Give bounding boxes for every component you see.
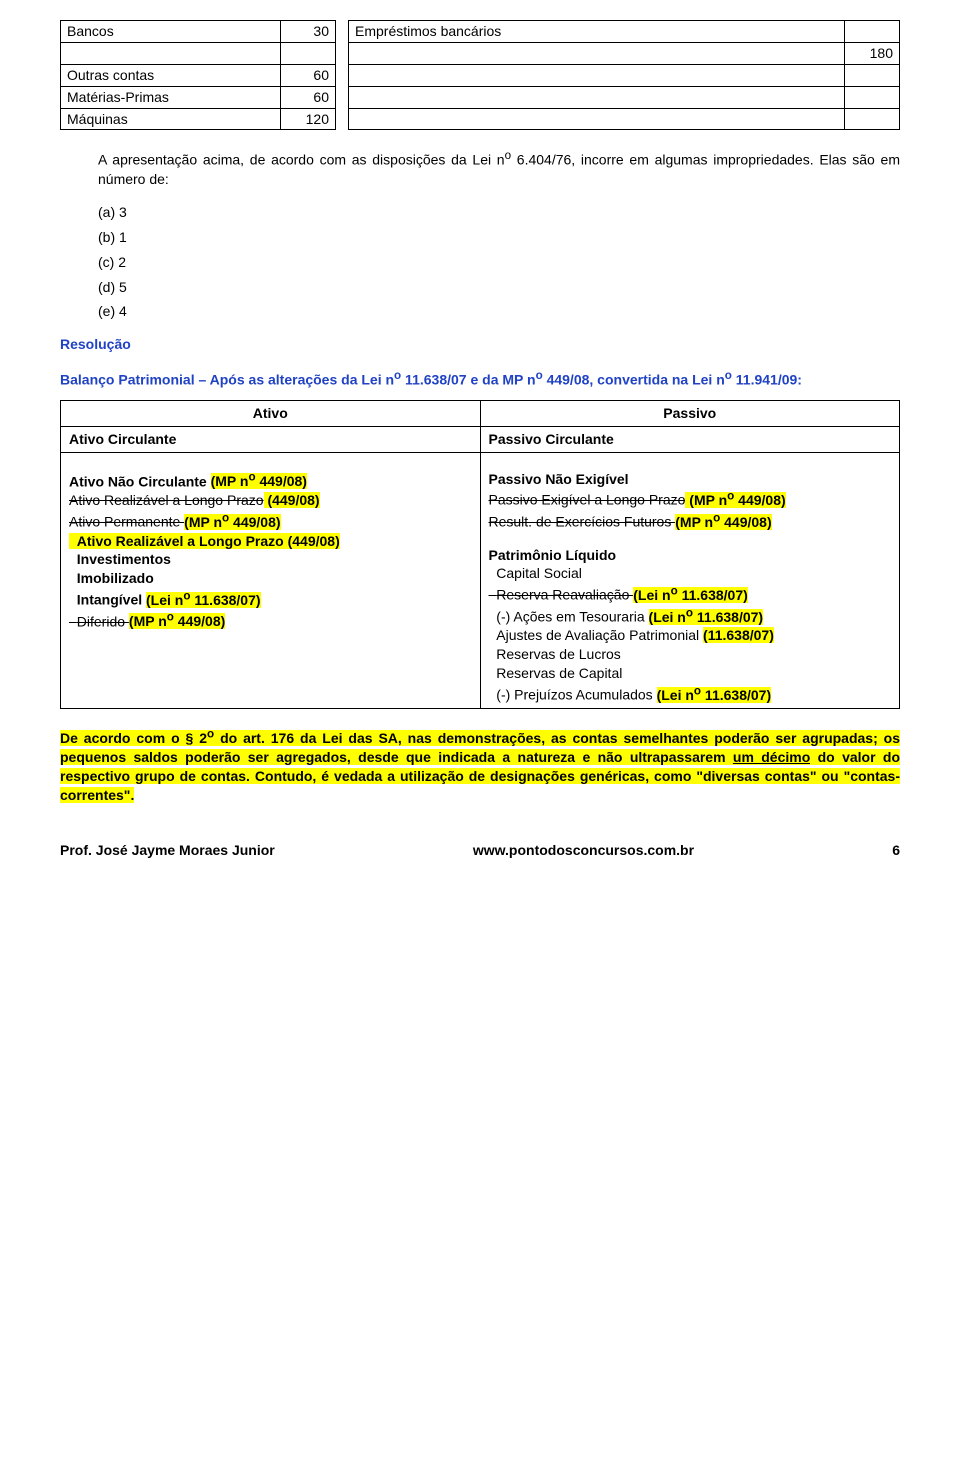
footer-author: Prof. José Jayme Moraes Junior bbox=[60, 841, 275, 860]
cell: Empréstimos bancários bbox=[349, 21, 845, 43]
sep bbox=[336, 86, 349, 108]
cell bbox=[349, 86, 845, 108]
sup: o bbox=[725, 369, 732, 382]
cell bbox=[845, 21, 900, 43]
text: (-) Prejuízos Acumulados bbox=[489, 687, 657, 703]
text: (-) Ações em Tesouraria bbox=[489, 609, 649, 625]
passivo-circ: Passivo Circulante bbox=[480, 426, 900, 452]
hl: (MP no 449/08) bbox=[129, 613, 225, 629]
strike: Ativo Permanente bbox=[69, 514, 184, 530]
cell: Bancos bbox=[61, 21, 281, 43]
hl: (11.638/07) bbox=[703, 627, 774, 643]
text: Ativo Circulante bbox=[69, 431, 176, 447]
strike: Passivo Exigível a Longo Prazo bbox=[489, 492, 686, 508]
cell bbox=[349, 64, 845, 86]
text: Reservas de Lucros bbox=[489, 646, 621, 662]
strike: Diferido bbox=[69, 613, 129, 629]
option-c: (c) 2 bbox=[98, 253, 900, 272]
strike: Reserva Reavaliação bbox=[489, 587, 634, 603]
sup: o bbox=[536, 369, 543, 382]
cell bbox=[349, 108, 845, 130]
footer-url: www.pontodosconcursos.com.br bbox=[473, 841, 694, 860]
hl: Ativo Realizável a Longo Prazo (449/08) bbox=[69, 533, 340, 549]
text: 449/08, convertida na Lei n bbox=[543, 372, 725, 388]
sep bbox=[336, 21, 349, 43]
cell: 120 bbox=[281, 108, 336, 130]
passivo-col: Passivo Não Exigível Passivo Exigível a … bbox=[480, 452, 900, 708]
balanco-line: Balanço Patrimonial – Após as alterações… bbox=[60, 368, 900, 390]
cell: Matérias-Primas bbox=[61, 86, 281, 108]
text: Capital Social bbox=[489, 565, 582, 581]
option-d: (d) 5 bbox=[98, 278, 900, 297]
strike: Result. de Exercícios Futuros bbox=[489, 514, 676, 530]
cell bbox=[349, 42, 845, 64]
cell bbox=[61, 42, 281, 64]
ativo-col: Ativo Não Circulante (MP no 449/08) Ativ… bbox=[61, 452, 481, 708]
text: Imobilizado bbox=[69, 570, 154, 586]
cell: Máquinas bbox=[61, 108, 281, 130]
text: Ajustes de Avaliação Patrimonial bbox=[489, 627, 704, 643]
sep bbox=[336, 42, 349, 64]
cell: Outras contas bbox=[61, 64, 281, 86]
option-e: (e) 4 bbox=[98, 302, 900, 321]
ativo-passivo-table: Ativo Passivo Ativo Circulante Passivo C… bbox=[60, 400, 900, 709]
text: Passivo Não Exigível bbox=[489, 471, 629, 487]
cell: 180 bbox=[845, 42, 900, 64]
resolucao-heading: Resolução bbox=[60, 335, 900, 354]
text: Balanço Patrimonial – Após as alterações… bbox=[60, 372, 394, 388]
cell bbox=[281, 42, 336, 64]
text: Ativo Não Circulante bbox=[69, 473, 211, 489]
hl: (MP no 449/08) bbox=[184, 514, 280, 530]
text: Investimentos bbox=[69, 551, 171, 567]
text: 11.941/09: bbox=[732, 372, 802, 388]
top-data-table: Bancos 30 Empréstimos bancários 180 Outr… bbox=[60, 20, 900, 130]
hl: (MP no 449/08) bbox=[675, 514, 771, 530]
ativo-circ: Ativo Circulante bbox=[61, 426, 481, 452]
hl: (MP no 449/08) bbox=[685, 492, 785, 508]
sep bbox=[336, 108, 349, 130]
hl: (Lei no 11.638/07) bbox=[633, 587, 748, 603]
text: Reservas de Capital bbox=[489, 665, 623, 681]
hl-underline: um décimo bbox=[733, 749, 810, 765]
hl: (Lei no 11.638/07) bbox=[657, 687, 772, 703]
text: A apresentação acima, de acordo com as d… bbox=[98, 152, 505, 168]
text: Passivo Circulante bbox=[489, 431, 614, 447]
cell bbox=[845, 86, 900, 108]
cell bbox=[845, 64, 900, 86]
cell: 60 bbox=[281, 86, 336, 108]
cell: 60 bbox=[281, 64, 336, 86]
text: Intangível bbox=[69, 592, 146, 608]
option-a: (a) 3 bbox=[98, 203, 900, 222]
page-footer: Prof. José Jayme Moraes Junior www.ponto… bbox=[60, 841, 900, 860]
bottom-paragraph: De acordo com o § 2o do art. 176 da Lei … bbox=[60, 727, 900, 805]
cell bbox=[845, 108, 900, 130]
cell: 30 bbox=[281, 21, 336, 43]
hl: (Lei no 11.638/07) bbox=[649, 609, 764, 625]
footer-page-number: 6 bbox=[892, 841, 900, 860]
text: Patrimônio Líquido bbox=[489, 547, 617, 563]
hl: (MP no 449/08) bbox=[211, 473, 307, 489]
hl: (Lei no 11.638/07) bbox=[146, 592, 261, 608]
text: 11.638/07 e da MP n bbox=[401, 372, 535, 388]
header-ativo: Ativo bbox=[61, 400, 481, 426]
intro-text: A apresentação acima, de acordo com as d… bbox=[98, 148, 900, 188]
sep bbox=[336, 64, 349, 86]
option-b: (b) 1 bbox=[98, 228, 900, 247]
hl: (449/08) bbox=[264, 492, 320, 508]
header-passivo: Passivo bbox=[480, 400, 900, 426]
strike: Ativo Realizável a Longo Prazo bbox=[69, 492, 264, 508]
